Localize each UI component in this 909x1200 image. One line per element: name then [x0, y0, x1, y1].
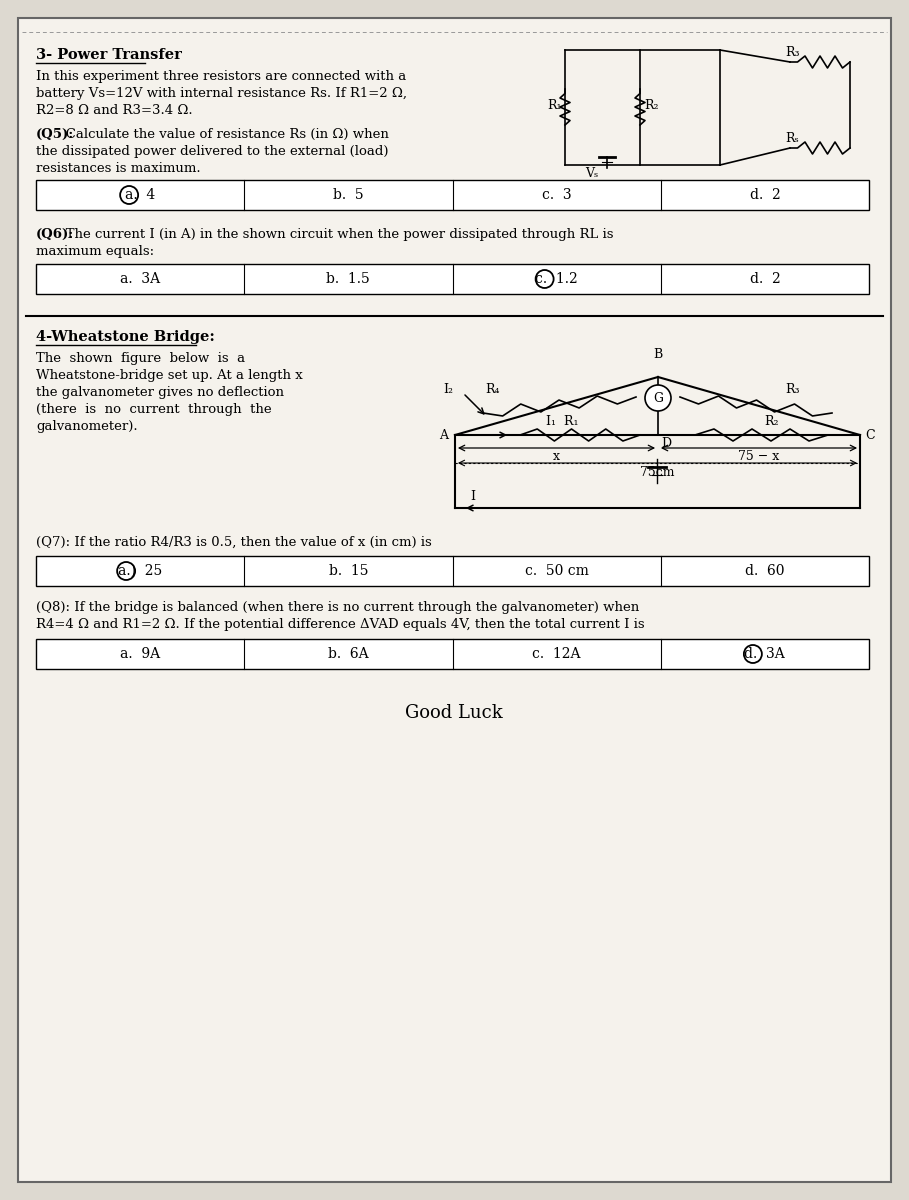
Text: R2=8 Ω and R3=3.4 Ω.: R2=8 Ω and R3=3.4 Ω. — [36, 104, 193, 116]
Text: D: D — [661, 437, 671, 450]
Text: 75cm: 75cm — [640, 466, 674, 479]
Text: x: x — [553, 450, 560, 463]
Text: d.  60: d. 60 — [745, 564, 784, 578]
Text: b.  5: b. 5 — [333, 188, 364, 202]
Text: R₄: R₄ — [485, 383, 500, 396]
Text: the galvanometer gives no deflection: the galvanometer gives no deflection — [36, 386, 284, 398]
Text: I: I — [470, 490, 475, 503]
Text: In this experiment three resistors are connected with a: In this experiment three resistors are c… — [36, 70, 406, 83]
Text: 4-Wheatstone Bridge:: 4-Wheatstone Bridge: — [36, 330, 215, 344]
Text: I₂: I₂ — [443, 383, 453, 396]
Text: (there  is  no  current  through  the: (there is no current through the — [36, 403, 272, 416]
FancyBboxPatch shape — [18, 18, 891, 1182]
Text: c.  12A: c. 12A — [533, 647, 581, 661]
Text: The  shown  figure  below  is  a: The shown figure below is a — [36, 352, 245, 365]
Circle shape — [645, 385, 671, 410]
Text: Rₛ: Rₛ — [785, 132, 799, 145]
Text: a.)  25: a.) 25 — [118, 564, 162, 578]
Text: (Q8): If the bridge is balanced (when there is no current through the galvanomet: (Q8): If the bridge is balanced (when th… — [36, 601, 639, 614]
Text: a.  9A: a. 9A — [120, 647, 160, 661]
Text: The current I (in A) in the shown circuit when the power dissipated through RL i: The current I (in A) in the shown circui… — [36, 228, 614, 241]
Text: 75 − x: 75 − x — [738, 450, 780, 463]
Bar — [36, 264, 869, 294]
Text: b.  15: b. 15 — [329, 564, 368, 578]
Text: d.  2: d. 2 — [750, 272, 780, 286]
Bar — [36, 180, 869, 210]
Text: battery Vs=12V with internal resistance Rs. If R1=2 Ω,: battery Vs=12V with internal resistance … — [36, 86, 407, 100]
Text: resistances is maximum.: resistances is maximum. — [36, 162, 201, 175]
Text: c.  1.2: c. 1.2 — [535, 272, 578, 286]
Text: G: G — [653, 391, 663, 404]
Text: R₁: R₁ — [547, 98, 562, 112]
Text: R₃: R₃ — [785, 46, 800, 59]
Text: Vₛ: Vₛ — [585, 167, 598, 180]
Text: B: B — [654, 348, 663, 361]
Text: b.  1.5: b. 1.5 — [326, 272, 370, 286]
Text: C: C — [865, 428, 874, 442]
Text: Good Luck: Good Luck — [405, 704, 503, 722]
Text: a.  3A: a. 3A — [120, 272, 160, 286]
Text: (Q6):: (Q6): — [36, 228, 75, 241]
Text: a.  4: a. 4 — [125, 188, 155, 202]
Bar — [36, 638, 869, 670]
Text: 3- Power Transfer: 3- Power Transfer — [36, 48, 182, 62]
Text: (Q7): If the ratio R4/R3 is 0.5, then the value of x (in cm) is: (Q7): If the ratio R4/R3 is 0.5, then th… — [36, 536, 432, 550]
Text: c.  3: c. 3 — [542, 188, 572, 202]
Bar — [36, 556, 869, 586]
Text: b.  6A: b. 6A — [328, 647, 369, 661]
Text: (Q5):: (Q5): — [36, 128, 75, 140]
Text: R₃: R₃ — [785, 383, 800, 396]
Text: R₂: R₂ — [764, 415, 778, 428]
Text: I₁  R₁: I₁ R₁ — [546, 415, 578, 428]
Text: c.  50 cm: c. 50 cm — [524, 564, 588, 578]
Text: Wheatstone-bridge set up. At a length x: Wheatstone-bridge set up. At a length x — [36, 370, 303, 382]
Text: the dissipated power delivered to the external (load): the dissipated power delivered to the ex… — [36, 145, 388, 158]
Text: A: A — [439, 428, 448, 442]
Text: galvanometer).: galvanometer). — [36, 420, 137, 433]
Text: R₂: R₂ — [644, 98, 658, 112]
Text: R4=4 Ω and R1=2 Ω. If the potential difference ΔVAD equals 4V, then the total cu: R4=4 Ω and R1=2 Ω. If the potential diff… — [36, 618, 644, 631]
Text: maximum equals:: maximum equals: — [36, 245, 155, 258]
Text: d.  2: d. 2 — [750, 188, 780, 202]
Text: Calculate the value of resistance Rs (in Ω) when: Calculate the value of resistance Rs (in… — [36, 128, 389, 140]
Text: d.  3A: d. 3A — [744, 647, 785, 661]
